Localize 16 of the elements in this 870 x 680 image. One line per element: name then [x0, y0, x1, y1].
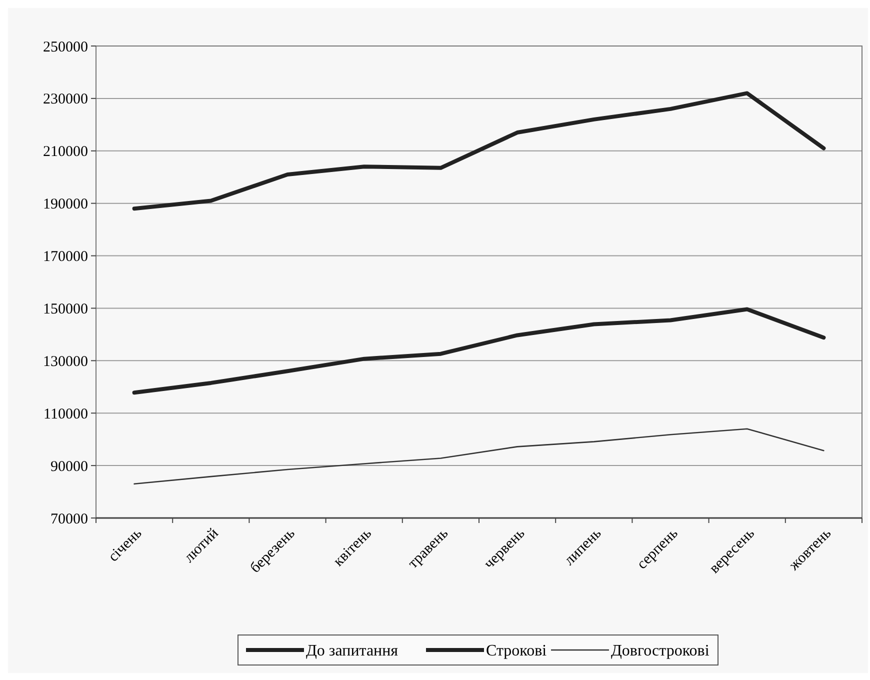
line-series [134, 428, 824, 485]
y-tick-label: 230000 [43, 92, 88, 108]
y-tick-label: 250000 [43, 39, 88, 56]
line-series [132, 91, 826, 211]
y-tick-label: 170000 [43, 249, 88, 266]
y-tick-label: 150000 [43, 301, 88, 318]
y-tick-label: 90000 [50, 458, 88, 475]
legend-label: Строкові [486, 642, 548, 660]
legend-label: До запитання [306, 642, 399, 660]
legend-label: Довгострокові [611, 642, 710, 660]
y-tick-label: 210000 [43, 144, 88, 160]
y-tick-label: 190000 [43, 196, 88, 213]
y-tick-label: 130000 [43, 354, 88, 370]
y-tick-label: 110000 [44, 406, 88, 422]
line-series [132, 307, 826, 395]
y-tick-label: 70000 [50, 511, 88, 528]
